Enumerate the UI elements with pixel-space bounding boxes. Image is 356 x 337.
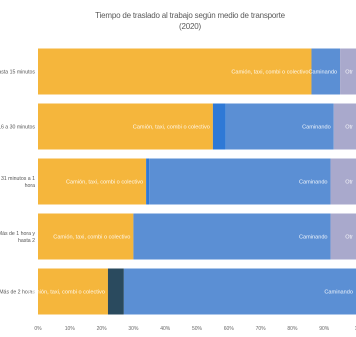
bar-segment-caminando xyxy=(149,158,331,205)
bar-segment-cami-n-taxi-combi-o-colectivo xyxy=(38,158,147,205)
x-tick-label: 10% xyxy=(65,326,76,332)
bar-segment-metro-tren-ligero xyxy=(212,103,226,150)
x-tick-label: 1 xyxy=(355,326,356,332)
chart-title: Tiempo de traslado al trabajo según medi… xyxy=(95,11,285,20)
bar-segment-cami-n-taxi-combi-o-colectivo xyxy=(38,103,213,150)
category-label: Más de 1 hora y hasta 2 xyxy=(0,231,35,244)
segment-label: Caminando xyxy=(308,70,337,76)
x-tick-label: 80% xyxy=(287,326,298,332)
segment-label: Otr xyxy=(345,235,353,241)
x-tick-label: 40% xyxy=(160,326,171,332)
segment-label: Camión, taxi, combi o colectivo xyxy=(66,180,143,186)
bar-segment-metro-tren-ligero xyxy=(146,158,150,205)
category-label: Hasta 15 minutos xyxy=(0,70,35,76)
x-tick-label: 90% xyxy=(319,326,330,332)
x-tick-label: 60% xyxy=(224,326,235,332)
bar-segment-otro xyxy=(330,213,356,260)
segment-label: Camión, taxi, combi o colectivo xyxy=(53,235,130,241)
bar-segment-cami-n-taxi-combi-o-colectivo xyxy=(38,48,312,95)
segment-label: Caminando xyxy=(299,235,328,241)
segment-label: Camión, taxi, combi o colectivo xyxy=(133,125,210,131)
category-label: 31 minutos a 1 hora xyxy=(1,176,35,189)
segment-label: Camión, taxi, combi o colectivo xyxy=(231,70,308,76)
segment-label: Otr xyxy=(345,70,353,76)
bar-segment-caminando xyxy=(133,213,331,260)
x-tick-label: 50% xyxy=(192,326,203,332)
x-tick-label: 70% xyxy=(256,326,267,332)
segment-label: Otr xyxy=(345,180,353,186)
bar-segment-caminando xyxy=(225,103,334,150)
chart-subtitle: (2020) xyxy=(179,22,201,31)
segment-label: Otr xyxy=(345,125,353,131)
bar-segment-cami-n-taxi-combi-o-colectivo xyxy=(38,213,134,260)
bar-segment-metro-dark xyxy=(107,268,124,315)
bar-segment-cami-n-taxi-combi-o-colectivo xyxy=(38,268,108,315)
segment-label: Caminando xyxy=(302,125,331,131)
segment-label: Caminando xyxy=(324,290,353,296)
bar-segment-otro xyxy=(330,158,356,205)
segment-label: Caminando xyxy=(299,180,328,186)
bar-segment-otro xyxy=(333,103,356,150)
category-label: 16 a 30 minutos xyxy=(0,125,35,131)
x-tick-label: 0% xyxy=(34,326,42,332)
bar-segment-caminando xyxy=(123,268,356,315)
category-label: Más de 2 horas xyxy=(0,290,35,296)
bar-segment-otro xyxy=(340,48,356,95)
bar-segment-caminando xyxy=(311,48,341,95)
x-tick-label: 20% xyxy=(97,326,108,332)
x-tick-label: 30% xyxy=(128,326,139,332)
segment-label: Camión, taxi, combi o colectivo xyxy=(28,290,105,296)
